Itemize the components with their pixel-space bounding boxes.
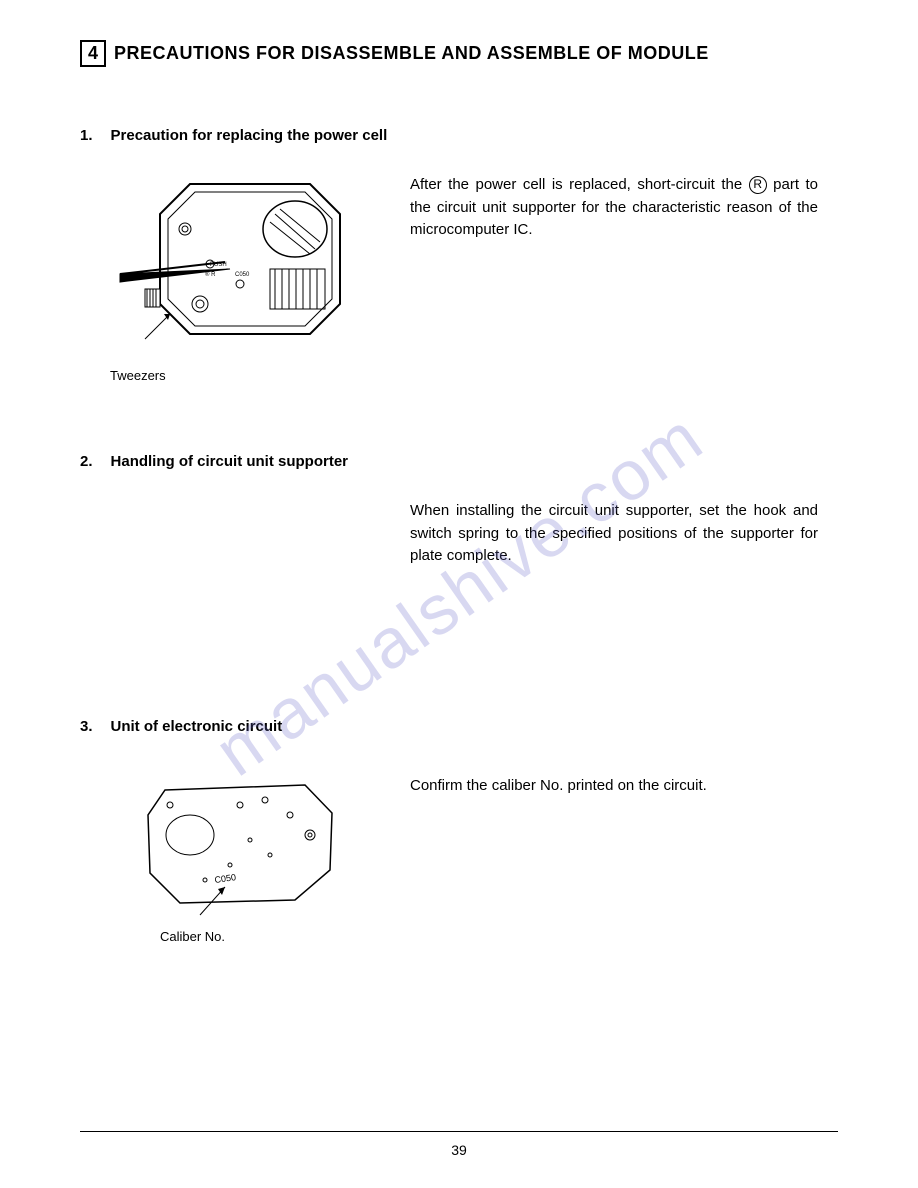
item-3-header: 3. Unit of electronic circuit <box>80 718 838 735</box>
item-1-number: 1. <box>80 127 93 144</box>
item-3-number: 3. <box>80 718 93 735</box>
item-1-content: PUSH ® R C050 Tweezers <box>80 174 838 383</box>
item-3-content: C050 Caliber No. Confirm the caliber No.… <box>80 765 838 944</box>
module-diagram: PUSH ® R C050 <box>110 174 360 364</box>
page-footer: 39 <box>80 1131 838 1158</box>
item-2-header: 2. Handling of circuit unit supporter <box>80 453 838 470</box>
item-2-number: 2. <box>80 453 93 470</box>
footer-divider <box>80 1131 838 1132</box>
item-1-header: 1. Precaution for replacing the power ce… <box>80 127 838 144</box>
item-3-text: Confirm the caliber No. printed on the c… <box>410 765 838 798</box>
item-3: 3. Unit of electronic circuit <box>80 718 838 944</box>
item-2-title: Handling of circuit unit supporter <box>111 453 349 470</box>
item-1-diagram-area: PUSH ® R C050 Tweezers <box>80 174 410 383</box>
item-1-text: After the power cell is replaced, short-… <box>410 174 838 242</box>
tweezers-label: Tweezers <box>110 368 410 383</box>
item-2-content: When installing the circuit unit support… <box>80 500 838 568</box>
item-3-diagram-area: C050 Caliber No. <box>80 765 410 944</box>
item-3-title: Unit of electronic circuit <box>111 718 283 735</box>
section-number-box: 4 <box>80 40 106 67</box>
document-page: 4 PRECAUTIONS FOR DISASSEMBLE AND ASSEMB… <box>0 0 918 1188</box>
item-1-text-before: After the power cell is replaced, short-… <box>410 176 749 193</box>
svg-text:C050: C050 <box>235 272 250 278</box>
page-number: 39 <box>80 1142 838 1158</box>
section-title: PRECAUTIONS FOR DISASSEMBLE AND ASSEMBLE… <box>114 43 709 64</box>
circuit-diagram: C050 <box>110 765 350 925</box>
caliber-label: Caliber No. <box>160 929 410 944</box>
section-header: 4 PRECAUTIONS FOR DISASSEMBLE AND ASSEMB… <box>80 40 838 67</box>
item-1: 1. Precaution for replacing the power ce… <box>80 127 838 383</box>
item-2: 2. Handling of circuit unit supporter Wh… <box>80 453 838 568</box>
item-1-title: Precaution for replacing the power cell <box>111 127 388 144</box>
circled-r-symbol: R <box>749 176 767 194</box>
item-2-text: When installing the circuit unit support… <box>410 500 838 568</box>
